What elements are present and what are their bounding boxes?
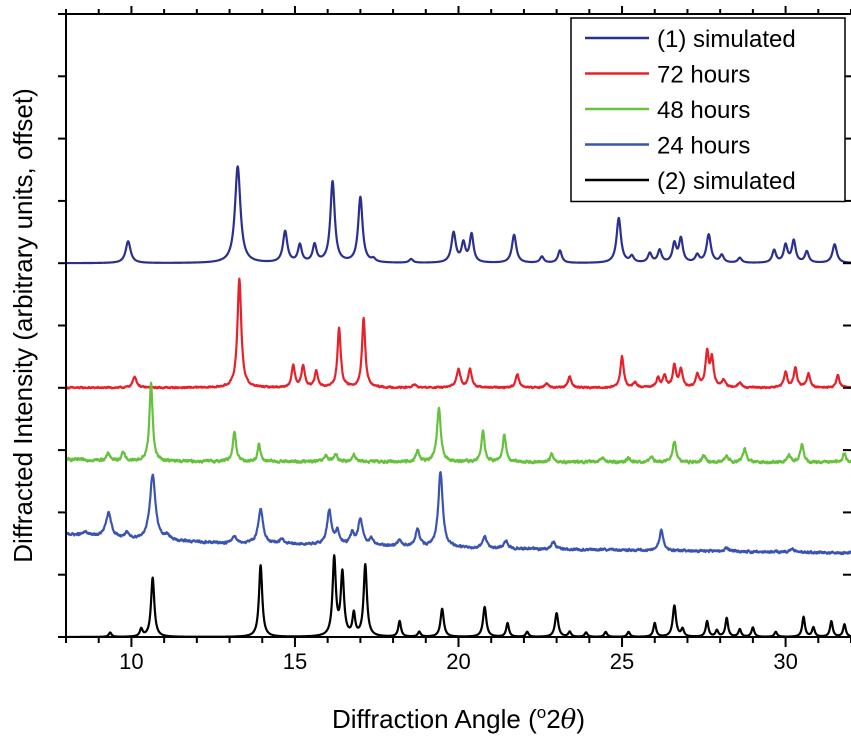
- x-tick-label: 30: [773, 649, 797, 674]
- legend-label: 48 hours: [657, 97, 750, 124]
- x-tick-label: 15: [283, 649, 307, 674]
- series-line-0: [65, 165, 851, 265]
- series-layer: [64, 165, 851, 639]
- legend-label: (2) simulated: [657, 168, 796, 195]
- x-axis-label: Diffraction Angle (o2θ): [332, 703, 585, 735]
- x-tick-label: 20: [446, 649, 470, 674]
- series-line-1: [64, 277, 851, 390]
- x-ticks: 10 15 20 25 30: [65, 6, 851, 674]
- legend: (1) simulated 72 hours 48 hours 24 hours (2)…: [570, 17, 846, 203]
- y-axis-label: Diffracted Intensity (arbitrary units, o…: [8, 88, 38, 562]
- legend-label: (1) simulated: [657, 26, 796, 53]
- legend-items: (1) simulated 72 hours 48 hours 24 hours (2)…: [585, 26, 796, 195]
- legend-label: 24 hours: [657, 133, 750, 160]
- series-line-4: [65, 554, 851, 639]
- x-tick-label: 25: [610, 649, 634, 674]
- axes-layer: 10 15 20 25 30: [58, 6, 851, 674]
- legend-label: 72 hours: [657, 62, 750, 89]
- series-line-2: [65, 381, 851, 465]
- x-tick-label: 10: [119, 649, 143, 674]
- series-line-3: [65, 471, 851, 556]
